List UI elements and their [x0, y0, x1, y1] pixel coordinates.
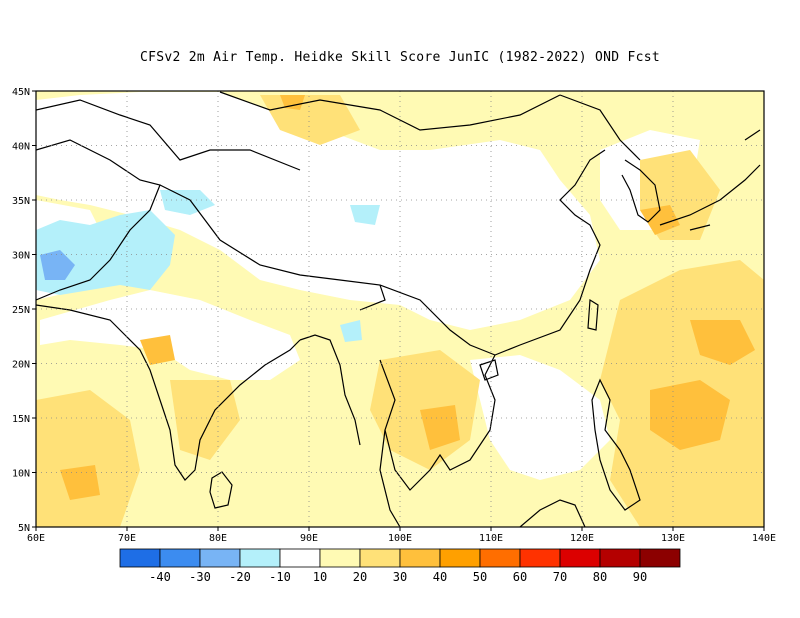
cyan-patch-pakistan — [36, 210, 175, 295]
china-coast — [494, 149, 606, 356]
lat-tick-label: 25N — [12, 305, 30, 316]
india-coast — [36, 304, 301, 481]
lon-tick-label: 130E — [661, 533, 685, 544]
map-title: CFSv2 2m Air Temp. Heidke Skill Score Ju… — [139, 50, 661, 65]
philippines — [591, 378, 641, 511]
colorbar: -40 -30 -20 -10 10 20 30 40 50 60 70 80 90 — [119, 548, 681, 584]
border-central — [36, 99, 301, 171]
colorbar-label: 60 — [513, 570, 527, 584]
orange-patch-pacific — [650, 380, 730, 450]
lon-tick-label: 90E — [300, 533, 318, 544]
colorbar-swatch — [279, 548, 321, 568]
colorbar-label: 50 — [473, 570, 487, 584]
orange-patch-pacific2 — [690, 320, 755, 365]
cyan-patch-bay — [340, 320, 362, 342]
colorbar-swatch — [519, 548, 561, 568]
cyan-patch-north — [160, 190, 215, 215]
coastlines — [36, 91, 761, 527]
colorbar-label: 10 — [313, 570, 327, 584]
lon-tick-label: 80E — [209, 533, 227, 544]
srilanka — [209, 471, 233, 509]
hainan — [479, 359, 499, 381]
colorbar-swatch — [239, 548, 281, 568]
yellow-patch-southindia — [170, 380, 240, 460]
lat-tick-label: 40N — [12, 142, 30, 153]
lat-tick-label: 5N — [18, 523, 30, 534]
lon-tick-label: 100E — [388, 533, 412, 544]
orange-patch-japan — [640, 205, 680, 235]
colorbar-label: -40 — [149, 570, 171, 584]
lat-tick-label: 35N — [12, 196, 30, 207]
colorbar-swatch — [119, 548, 161, 568]
orange-patch-india — [140, 335, 175, 365]
lat-tick-label: 30N — [12, 251, 30, 262]
malay — [379, 429, 401, 527]
colorbar-label: 90 — [633, 570, 647, 584]
myanmar-coast — [299, 334, 361, 446]
lon-tick-label: 60E — [27, 533, 45, 544]
colorbar-swatch — [559, 548, 601, 568]
white-region-sea — [470, 355, 610, 480]
lon-tick-label: 120E — [570, 533, 594, 544]
map-field — [36, 91, 764, 527]
colorbar-swatch — [359, 548, 401, 568]
cyan-patch-tibet — [350, 205, 380, 225]
colorbar-swatch — [479, 548, 521, 568]
lon-axis: 60E 70E 80E 90E 100E 110E 120E 130E 140E — [27, 527, 776, 544]
colorbar-swatch — [399, 548, 441, 568]
colorbar-swatch — [439, 548, 481, 568]
colorbar-swatch — [599, 548, 641, 568]
border-china-sea — [379, 284, 496, 356]
orange-patch-cambodia — [420, 405, 460, 450]
orange-patch-south — [60, 465, 100, 500]
lat-tick-label: 20N — [12, 360, 30, 371]
border-himalaya — [159, 184, 386, 311]
lat-axis: 45N 40N 35N 30N 25N 20N 15N 10N 5N — [12, 87, 36, 534]
lon-tick-label: 140E — [752, 533, 776, 544]
colorbar-label: 20 — [353, 570, 367, 584]
lat-tick-label: 45N — [12, 87, 30, 98]
lon-tick-label: 110E — [479, 533, 503, 544]
colorbar-label: -20 — [229, 570, 251, 584]
border-mongolia — [219, 91, 561, 131]
colorbar-label: -30 — [189, 570, 211, 584]
korea — [621, 159, 661, 223]
lon-tick-label: 70E — [118, 533, 136, 544]
yellow-patch-south — [36, 390, 140, 527]
taiwan — [587, 298, 599, 331]
japan — [659, 129, 761, 231]
colorbar-label: 40 — [433, 570, 447, 584]
borneo — [519, 499, 586, 527]
colorbar-swatch — [639, 548, 681, 568]
blue-patch-pakistan — [40, 250, 75, 280]
white-region-tibet — [36, 92, 600, 330]
colorbar-label: -10 — [269, 570, 291, 584]
colorbar-swatch — [319, 548, 361, 568]
colorbar-swatch — [199, 548, 241, 568]
colorbar-swatch — [159, 548, 201, 568]
border-afghan — [36, 139, 161, 301]
colorbar-label: 80 — [593, 570, 607, 584]
colorbar-label: 70 — [553, 570, 567, 584]
lat-tick-label: 10N — [12, 469, 30, 480]
colorbar-label: 30 — [393, 570, 407, 584]
lat-tick-label: 15N — [12, 414, 30, 425]
border-ne — [559, 94, 641, 161]
